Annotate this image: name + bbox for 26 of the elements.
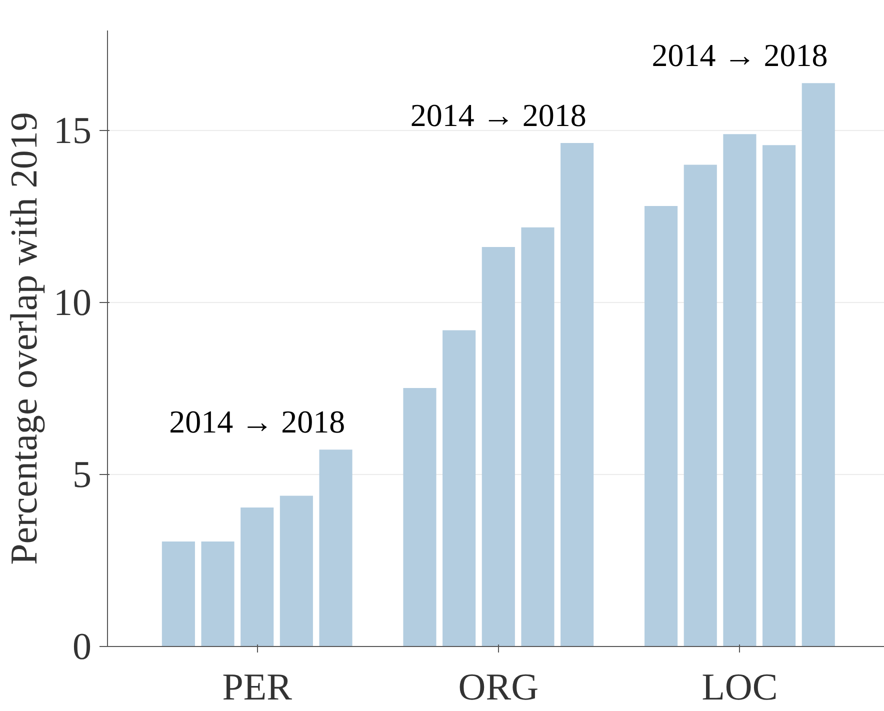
bar xyxy=(644,206,678,646)
bar xyxy=(521,227,554,646)
bar xyxy=(240,507,274,646)
x-tick-label: ORG xyxy=(458,666,539,708)
bar xyxy=(280,496,313,646)
bar xyxy=(403,388,436,646)
y-axis-title: Percentage overlap with 2019 xyxy=(4,112,46,565)
bar xyxy=(162,542,195,646)
x-tick-label: LOC xyxy=(702,666,778,708)
x-tick-label: PER xyxy=(222,666,293,708)
bar xyxy=(684,164,717,646)
bar xyxy=(319,450,352,646)
annotation: 2014 → 2018 xyxy=(410,97,586,134)
y-tick-label: 10 xyxy=(54,282,92,324)
bar xyxy=(482,246,515,646)
bar xyxy=(762,145,796,646)
y-tick-label: 15 xyxy=(54,110,92,152)
bar xyxy=(560,143,594,646)
annotation: 2014 → 2018 xyxy=(169,404,346,440)
bar xyxy=(802,83,835,646)
bar xyxy=(723,134,756,646)
y-tick-label: 0 xyxy=(72,626,92,668)
bar xyxy=(442,330,476,646)
y-tick-label: 5 xyxy=(72,454,92,496)
annotation: 2014 → 2018 xyxy=(652,37,828,74)
bar xyxy=(201,542,234,646)
